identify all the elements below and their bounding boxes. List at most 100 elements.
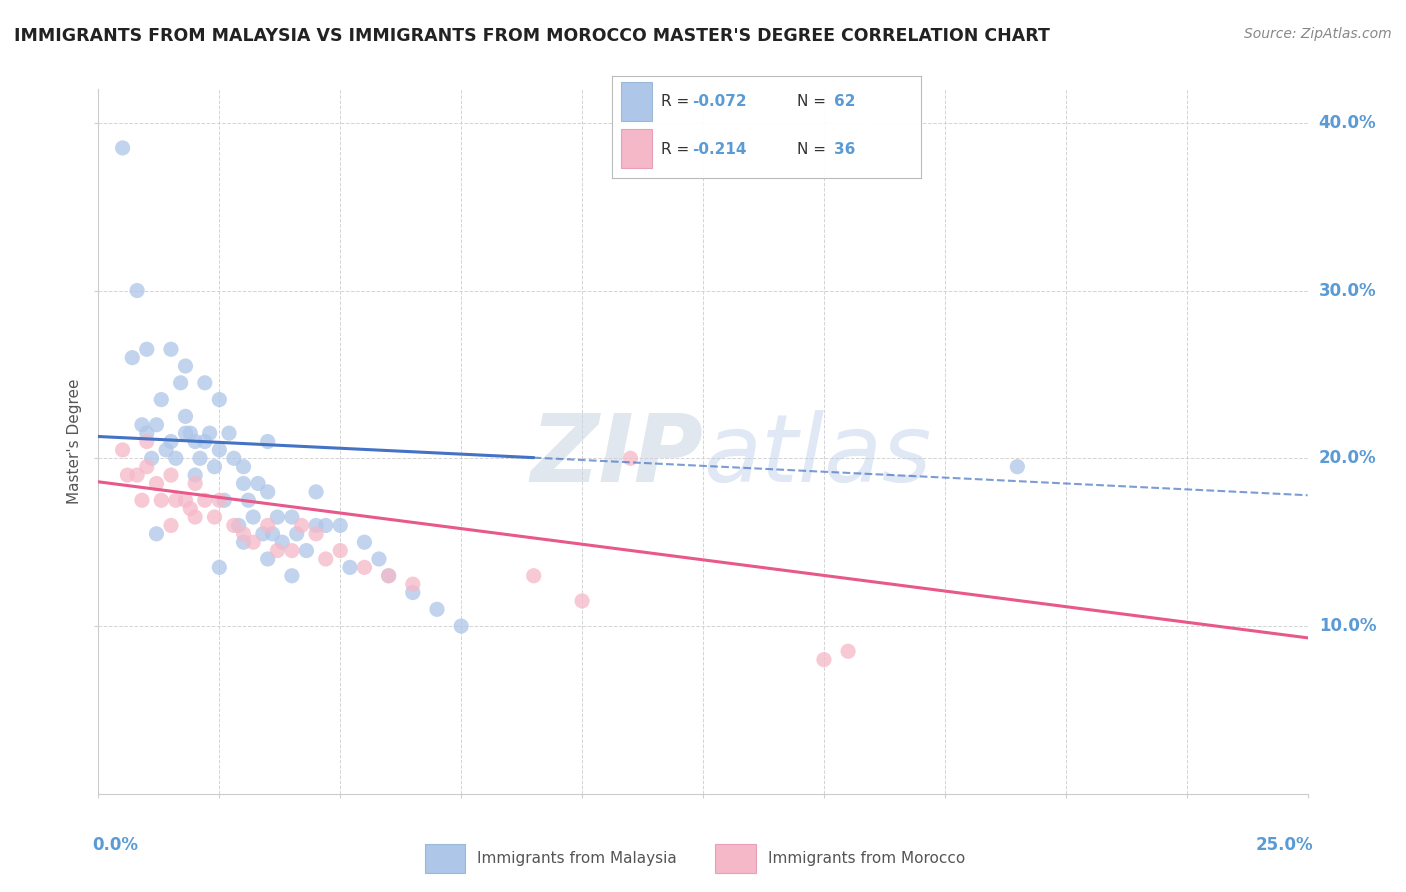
Text: 25.0%: 25.0% [1256, 836, 1313, 855]
Point [837, 644, 859, 658]
Point [402, 577, 425, 591]
Point [204, 510, 226, 524]
Point [184, 468, 207, 483]
Point [160, 434, 183, 449]
Point [281, 510, 304, 524]
Point [295, 543, 318, 558]
Point [160, 518, 183, 533]
Point [377, 568, 399, 582]
Point [222, 518, 245, 533]
Point [315, 552, 337, 566]
Point [174, 493, 197, 508]
Point [450, 619, 472, 633]
Point [242, 510, 264, 524]
Point [271, 535, 294, 549]
Point [160, 468, 183, 483]
Point [121, 351, 143, 365]
Point [174, 359, 197, 373]
Point [232, 535, 254, 549]
Point [194, 493, 217, 508]
Text: ZIP: ZIP [530, 409, 703, 501]
Point [402, 585, 425, 599]
Point [523, 568, 546, 582]
Point [188, 451, 211, 466]
Point [619, 451, 641, 466]
Point [377, 568, 399, 582]
Point [127, 284, 149, 298]
Point [252, 526, 274, 541]
Point [117, 468, 139, 483]
Point [218, 426, 240, 441]
Point [256, 518, 278, 533]
Text: IMMIGRANTS FROM MALAYSIA VS IMMIGRANTS FROM MOROCCO MASTER'S DEGREE CORRELATION : IMMIGRANTS FROM MALAYSIA VS IMMIGRANTS F… [14, 27, 1050, 45]
Point [179, 426, 201, 441]
Point [135, 426, 157, 441]
Point [204, 459, 226, 474]
Point [208, 442, 231, 457]
Point [127, 468, 149, 483]
Point [353, 535, 375, 549]
Text: atlas: atlas [703, 410, 931, 501]
Point [1007, 459, 1029, 474]
Text: R =: R = [661, 142, 695, 157]
Point [305, 518, 328, 533]
Point [194, 376, 217, 390]
Text: N =: N = [797, 95, 831, 110]
Point [131, 493, 153, 508]
Text: 20.0%: 20.0% [1319, 450, 1376, 467]
Text: Immigrants from Morocco: Immigrants from Morocco [768, 851, 965, 866]
Point [155, 442, 177, 457]
Point [150, 392, 173, 407]
Point [232, 476, 254, 491]
Point [198, 426, 221, 441]
Point [238, 493, 260, 508]
Point [228, 518, 250, 533]
Point [184, 476, 207, 491]
Text: -0.214: -0.214 [692, 142, 747, 157]
Point [281, 543, 304, 558]
Text: 10.0%: 10.0% [1319, 617, 1376, 635]
Point [145, 476, 167, 491]
Text: 30.0%: 30.0% [1319, 282, 1376, 300]
Text: 62: 62 [834, 95, 856, 110]
Point [208, 392, 231, 407]
Point [174, 409, 197, 424]
Point [285, 526, 308, 541]
Point [232, 459, 254, 474]
Point [184, 434, 207, 449]
Point [135, 459, 157, 474]
Point [135, 434, 157, 449]
Text: Source: ZipAtlas.com: Source: ZipAtlas.com [1244, 27, 1392, 41]
Point [111, 141, 134, 155]
Point [329, 518, 352, 533]
Point [174, 426, 197, 441]
Point [131, 417, 153, 432]
Point [208, 493, 231, 508]
Point [184, 510, 207, 524]
Point [353, 560, 375, 574]
Point [135, 343, 157, 357]
Point [208, 560, 231, 574]
Point [145, 526, 167, 541]
Point [290, 518, 312, 533]
Point [813, 653, 835, 667]
Point [242, 535, 264, 549]
Point [165, 451, 187, 466]
Point [194, 434, 217, 449]
Point [160, 343, 183, 357]
Point [111, 442, 134, 457]
Point [266, 543, 288, 558]
Point [150, 493, 173, 508]
Point [222, 451, 245, 466]
Text: -0.072: -0.072 [692, 95, 747, 110]
Point [305, 484, 328, 499]
Point [256, 434, 278, 449]
Point [329, 543, 352, 558]
Text: N =: N = [797, 142, 831, 157]
Point [169, 376, 191, 390]
Point [145, 417, 167, 432]
Bar [716, 844, 755, 873]
Point [165, 493, 187, 508]
Bar [425, 844, 465, 873]
Point [281, 568, 304, 582]
